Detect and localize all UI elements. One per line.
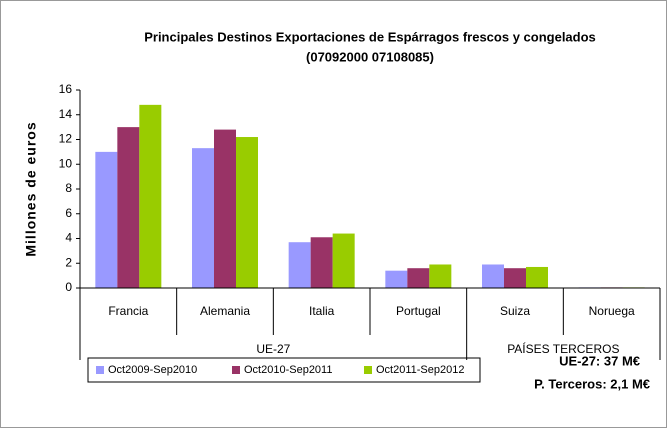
y-tick-label: 16 [59,82,73,96]
y-tick-label: 10 [59,156,73,170]
bar [139,104,162,288]
y-tick-label: 12 [59,132,73,146]
legend-label: Oct2009-Sep2010 [108,364,197,376]
x-tick-label: Alemania [200,304,250,318]
x-tick-label: Francia [108,304,148,318]
bar [385,270,408,288]
legend-label: Oct2010-Sep2011 [244,364,332,376]
annotation: P. Terceros: 2,1 M€ [534,376,650,391]
bar [407,268,430,288]
legend-swatch [232,366,240,374]
y-tick-label: 0 [65,280,72,294]
y-tick-label: 6 [65,206,72,220]
chart-title: Principales Destinos Exportaciones de Es… [144,29,596,44]
x-tick-label: Portugal [396,304,441,318]
bar [95,151,118,288]
bar [429,264,452,288]
legend-swatch [96,366,104,374]
bar [117,127,140,288]
bar [192,148,214,288]
x-tick-label: Noruega [589,304,635,318]
bar [526,266,548,288]
bar [482,264,504,288]
group-label: PAÍSES TERCEROS [507,341,619,356]
bar [504,268,526,288]
annotation: UE-27: 37 M€ [559,353,640,368]
y-axis-label: Millones de euros [23,121,39,256]
y-tick-label: 4 [65,231,72,245]
bar [310,237,333,288]
bar [214,129,236,288]
y-tick-label: 8 [65,181,72,195]
bar [288,242,311,288]
y-tick-label: 2 [65,255,72,269]
chart-subtitle: (07092000 07108085) [306,49,434,64]
legend-swatch [364,366,372,374]
legend-frame [87,357,481,383]
legend-label: Oct2011-Sep2012 [376,364,464,376]
x-tick-label: Italia [309,304,335,318]
bar [332,233,355,288]
bar [236,137,258,288]
y-tick-label: 14 [59,107,73,121]
x-tick-label: Suiza [500,304,530,318]
group-label: UE-27 [256,342,290,356]
